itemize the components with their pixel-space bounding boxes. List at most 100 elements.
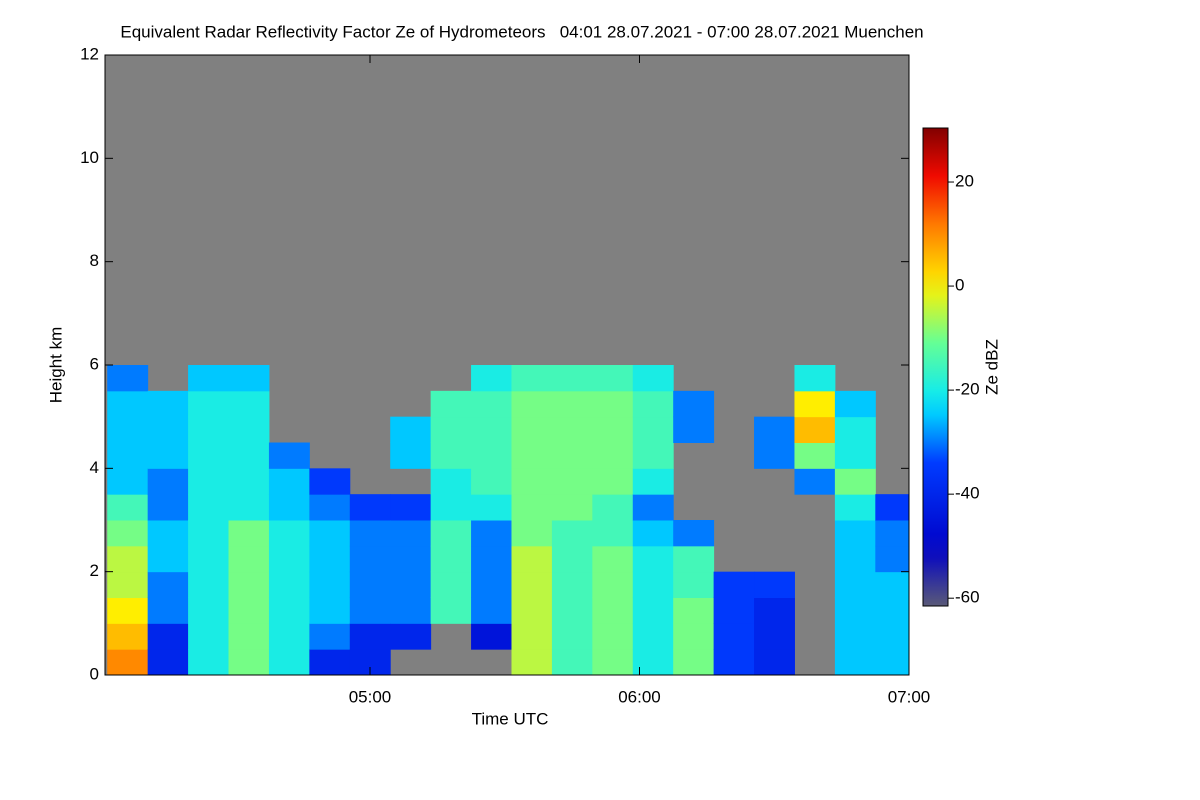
heatmap-cell (511, 416, 553, 443)
heatmap-cell (673, 571, 715, 598)
heatmap-cell (107, 623, 149, 650)
heatmap-cell (673, 520, 715, 547)
y-tick-label: 12 (80, 44, 99, 63)
heatmap-cell (632, 520, 674, 547)
heatmap-cell (875, 520, 909, 547)
heatmap-cell (834, 468, 876, 495)
heatmap-cell (228, 390, 270, 418)
heatmap-cell (673, 416, 715, 443)
heatmap-cell (228, 545, 270, 573)
heatmap-cell (632, 649, 674, 675)
heatmap-cell (592, 597, 634, 624)
heatmap-cell (592, 571, 634, 598)
heatmap-cell (551, 571, 593, 598)
heatmap-cell (551, 468, 593, 495)
y-tick-label: 10 (80, 148, 99, 167)
heatmap-cell (268, 494, 310, 521)
heatmap-cell (794, 365, 836, 392)
heatmap-cell (107, 649, 149, 675)
heatmap-cell (188, 545, 230, 573)
heatmap-cell (592, 468, 634, 495)
heatmap-cell (390, 545, 432, 573)
colorbar-tick-label: -60 (955, 588, 980, 607)
heatmap-cell (551, 416, 593, 443)
heatmap-cell (632, 545, 674, 573)
heatmap-cell (107, 390, 149, 418)
heatmap-cell (834, 571, 876, 598)
heatmap-cell (632, 623, 674, 650)
heatmap-cell (228, 416, 270, 443)
colorbar-tick-label: 20 (955, 172, 974, 191)
heatmap-cell (875, 571, 909, 598)
heatmap-cell (309, 545, 351, 573)
heatmap-cell (511, 571, 553, 598)
heatmap-cell (228, 494, 270, 521)
colorbar-tick-label: -40 (955, 484, 980, 503)
heatmap-cell (551, 623, 593, 650)
heatmap-cell (673, 623, 715, 650)
heatmap-cell (511, 545, 553, 573)
heatmap-cell (188, 520, 230, 547)
heatmap-cell (107, 442, 149, 469)
heatmap-cell (228, 597, 270, 624)
heatmap-cell (228, 649, 270, 675)
heatmap-cell (309, 468, 351, 495)
heatmap-cell (754, 416, 795, 443)
heatmap-cell (834, 416, 876, 443)
heatmap-cell (592, 442, 634, 469)
heatmap-cell (309, 494, 351, 521)
heatmap-cell (268, 520, 310, 547)
heatmap-cell (268, 649, 310, 675)
heatmap-cell (632, 442, 674, 469)
heatmap-cell (551, 649, 593, 675)
heatmap-cell (268, 623, 310, 650)
heatmap-cell (551, 545, 593, 573)
heatmap-cell (592, 545, 634, 573)
heatmap-cell (228, 623, 270, 650)
heatmap-cell (511, 365, 553, 392)
heatmap-cell (875, 649, 909, 675)
heatmap-cell (511, 494, 553, 521)
y-tick-label: 8 (90, 251, 99, 270)
colorbar (922, 127, 949, 607)
heatmap-cell (551, 442, 593, 469)
heatmap-cell (834, 390, 876, 418)
heatmap-cell (834, 597, 876, 624)
heatmap-cell (228, 520, 270, 547)
heatmap-cell (390, 494, 432, 521)
heatmap-cell (713, 649, 755, 675)
heatmap-cell (471, 520, 512, 547)
heatmap-cell (551, 390, 593, 418)
heatmap-cell (309, 571, 351, 598)
heatmap-cell (511, 390, 553, 418)
heatmap-cell (147, 623, 189, 650)
heatmap-cell (188, 494, 230, 521)
heatmap-cell (107, 571, 149, 598)
plot-area (105, 55, 909, 675)
heatmap-cell (107, 468, 149, 495)
heatmap-cell (107, 520, 149, 547)
heatmap-cell (430, 520, 472, 547)
heatmap-cell (430, 545, 472, 573)
heatmap-cell (794, 416, 836, 443)
heatmap-cell (673, 390, 715, 418)
heatmap-cell (592, 520, 634, 547)
heatmap-cell (834, 545, 876, 573)
heatmap-cell (349, 623, 391, 650)
heatmap-cell (268, 442, 310, 469)
heatmap-cell (511, 520, 553, 547)
heatmap-cell (754, 623, 795, 650)
heatmap-cell (147, 571, 189, 598)
colorbar-label: Ze dBZ (982, 339, 1001, 395)
heatmap-cell (188, 623, 230, 650)
heatmap-cell (268, 597, 310, 624)
heatmap-cell (834, 649, 876, 675)
heatmap-cell (309, 623, 351, 650)
heatmap-cell (592, 623, 634, 650)
heatmap-cell (592, 365, 634, 392)
heatmap-cell (188, 442, 230, 469)
heatmap-cell (713, 623, 755, 650)
heatmap-cell (430, 468, 472, 495)
heatmap-cell (632, 571, 674, 598)
